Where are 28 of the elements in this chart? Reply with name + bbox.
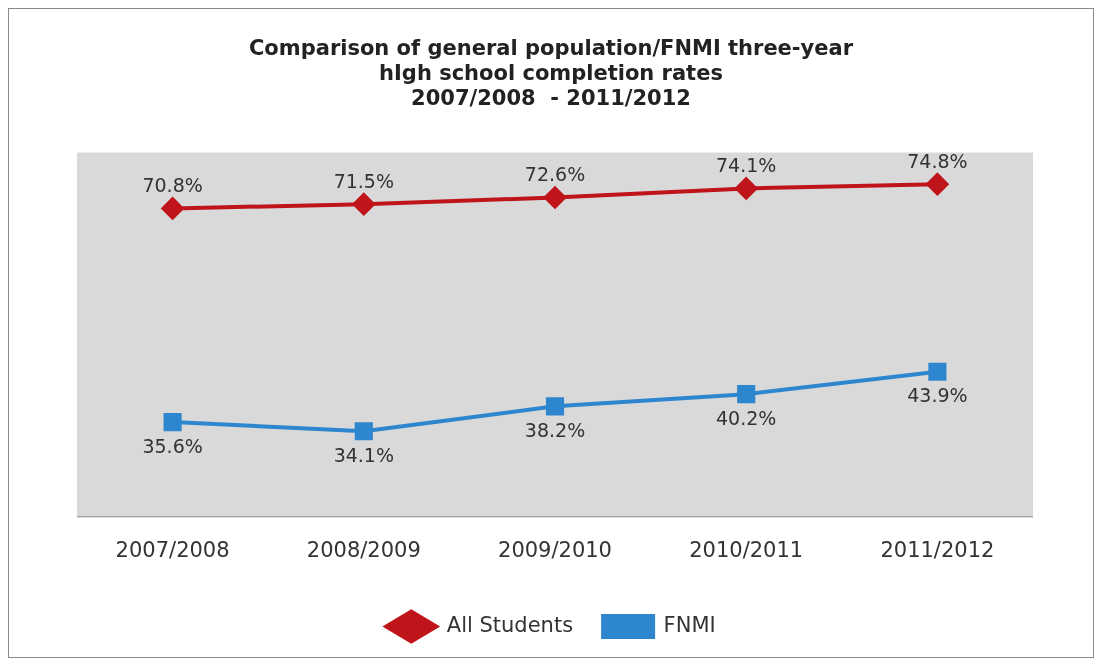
data-label: 74.8% bbox=[907, 149, 968, 172]
x-tick-label: 2011/2012 bbox=[880, 537, 995, 562]
data-label: 71.5% bbox=[333, 169, 394, 192]
data-label: 34.1% bbox=[333, 443, 394, 466]
point bbox=[163, 413, 182, 432]
data-label: 72.6% bbox=[524, 162, 586, 185]
point bbox=[161, 197, 184, 220]
legend-label: FNMI bbox=[663, 612, 716, 637]
legend-label: All Students bbox=[446, 612, 574, 637]
point bbox=[928, 362, 947, 381]
point bbox=[352, 193, 375, 216]
data-label: 38.2% bbox=[524, 418, 586, 441]
point bbox=[735, 177, 758, 200]
chart-title: Comparison of general population/FNMI three-year hIgh school completion rates 2007/2008 - 2011/2012 bbox=[248, 36, 854, 111]
point bbox=[737, 385, 756, 404]
x-tick-label: 2009/2010 bbox=[498, 537, 612, 562]
x-tick-label: 2007/2008 bbox=[115, 537, 230, 562]
x-tick-label: 2010/2011 bbox=[689, 537, 804, 562]
data-label: 70.8% bbox=[142, 173, 203, 196]
data-label: 74.1% bbox=[716, 153, 777, 176]
point bbox=[544, 186, 566, 209]
x-tick-label: 2008/2009 bbox=[306, 537, 421, 562]
point bbox=[926, 173, 949, 196]
data-label: 40.2% bbox=[716, 406, 777, 429]
point bbox=[354, 422, 373, 441]
data-label: 35.6% bbox=[142, 434, 203, 457]
point bbox=[545, 397, 565, 416]
data-label: 43.9% bbox=[907, 384, 968, 407]
